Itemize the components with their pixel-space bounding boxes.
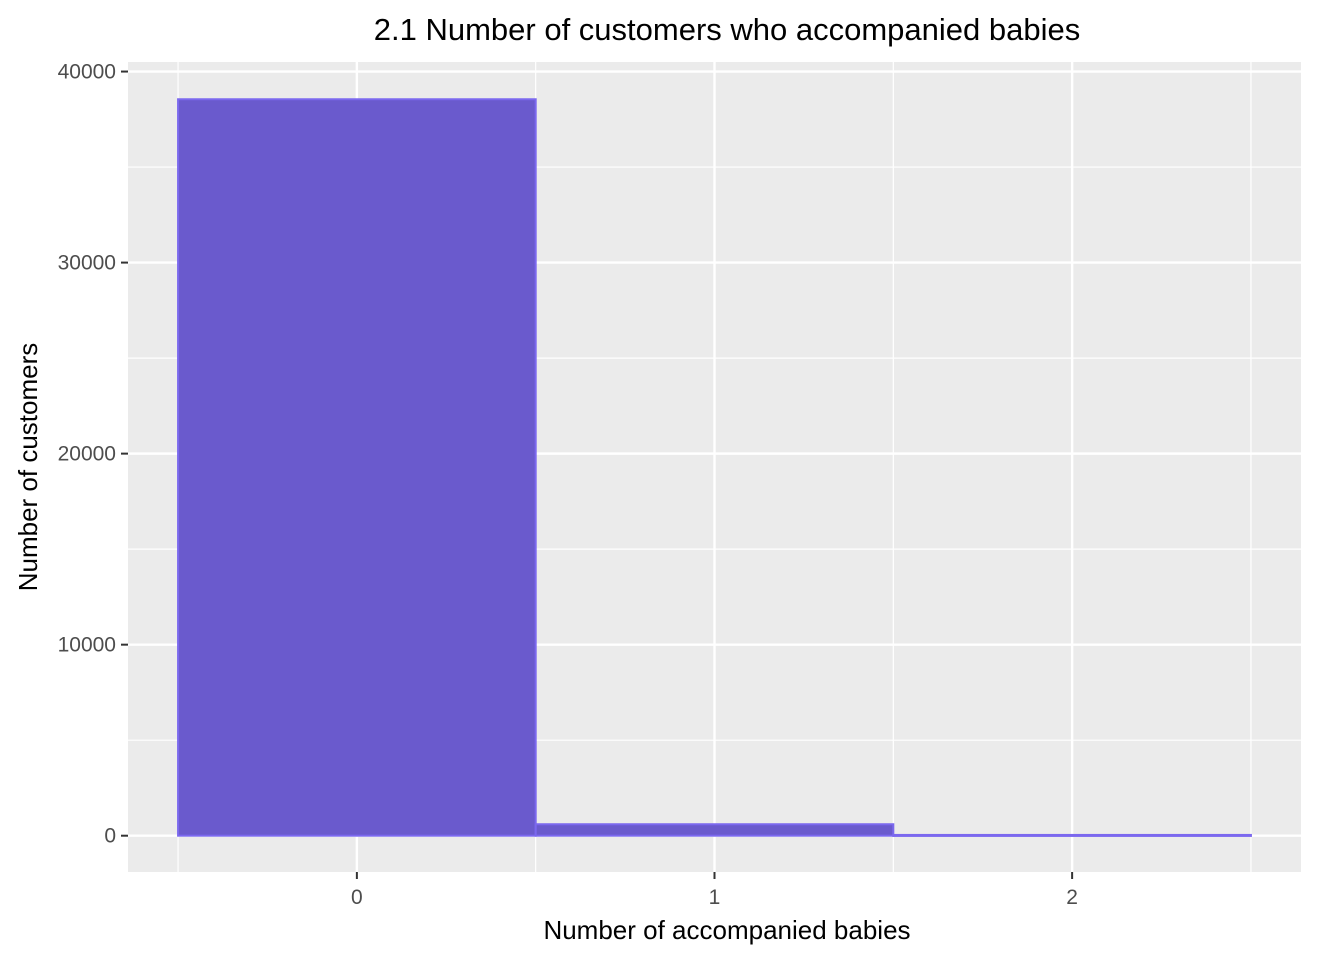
x-tick-label: 1 — [709, 886, 721, 909]
y-tick-label: 20000 — [58, 443, 116, 466]
x-tick-label: 0 — [351, 886, 363, 909]
y-tick-label: 0 — [104, 825, 116, 848]
y-tick-label: 10000 — [58, 634, 116, 657]
bar-0 — [177, 98, 537, 837]
y-axis: 0 10000 20000 30000 40000 — [58, 61, 128, 848]
bar-1 — [534, 823, 895, 837]
y-tick-label: 30000 — [58, 252, 116, 275]
bar-2 — [892, 833, 1252, 837]
y-axis-title: Number of customers — [13, 343, 43, 592]
x-tick-label: 2 — [1066, 886, 1078, 909]
y-tick-label: 40000 — [58, 61, 116, 84]
chart-title: 2.1 Number of customers who accompanied … — [374, 12, 1080, 47]
x-axis: 0 1 2 — [351, 872, 1078, 909]
x-axis-title: Number of accompanied babies — [543, 915, 910, 945]
bars — [177, 98, 1252, 837]
